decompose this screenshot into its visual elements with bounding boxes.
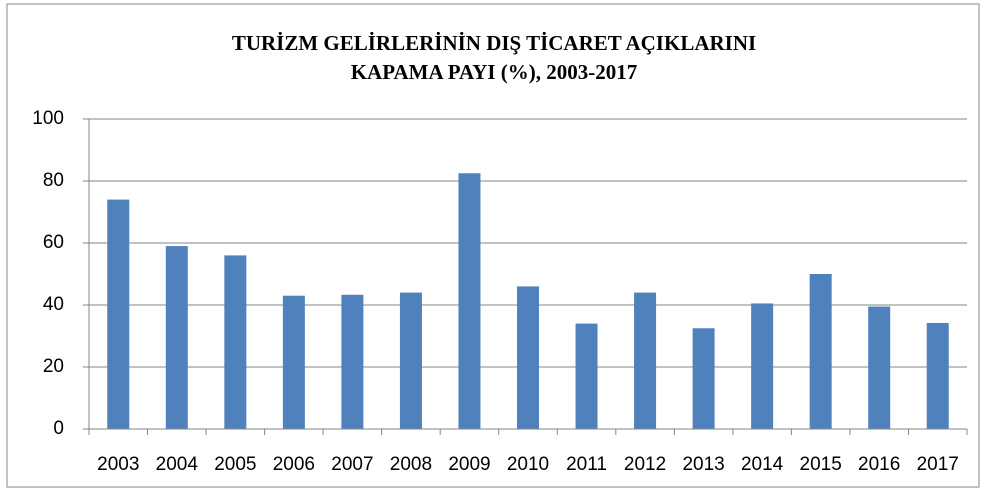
x-tick-label: 2004 xyxy=(156,454,199,475)
bar xyxy=(751,303,774,429)
y-tick-label: 60 xyxy=(43,232,64,253)
y-tick-label: 20 xyxy=(43,356,64,377)
x-tick-label: 2006 xyxy=(273,454,315,475)
x-tick-label: 2014 xyxy=(741,454,784,475)
x-tick-label: 2007 xyxy=(331,454,373,475)
x-tick-label: 2008 xyxy=(390,454,432,475)
x-tick-label: 2015 xyxy=(800,454,842,475)
bar xyxy=(458,173,481,429)
bar xyxy=(575,323,598,429)
bar xyxy=(224,255,247,429)
x-tick-label: 2016 xyxy=(858,454,900,475)
bar xyxy=(809,274,832,429)
y-tick-label: 100 xyxy=(32,108,64,129)
bar xyxy=(868,306,891,429)
bar xyxy=(926,322,949,429)
x-tick-label: 2011 xyxy=(566,454,607,475)
x-tick-label: 2009 xyxy=(448,454,490,475)
x-tick-label: 2005 xyxy=(214,454,256,475)
chart-title: TURİZM GELİRLERİNİN DIŞ TİCARET AÇIKLARI… xyxy=(232,31,756,55)
chart-title: KAPAMA PAYI (%), 2003-2017 xyxy=(351,60,638,84)
bar xyxy=(692,328,715,429)
bar xyxy=(517,286,539,429)
y-tick-label: 80 xyxy=(43,170,64,191)
x-tick-label: 2013 xyxy=(682,454,724,475)
x-tick-label: 2010 xyxy=(507,454,549,475)
bar xyxy=(399,292,422,429)
y-tick-label: 0 xyxy=(53,418,64,439)
bar xyxy=(341,294,364,429)
bar xyxy=(634,292,657,429)
bar xyxy=(165,246,188,429)
bar xyxy=(282,295,305,429)
x-tick-label: 2003 xyxy=(97,454,139,475)
bar xyxy=(107,199,130,429)
x-tick-label: 2017 xyxy=(917,454,959,475)
y-tick-label: 40 xyxy=(43,294,64,315)
x-tick-label: 2012 xyxy=(624,454,666,475)
